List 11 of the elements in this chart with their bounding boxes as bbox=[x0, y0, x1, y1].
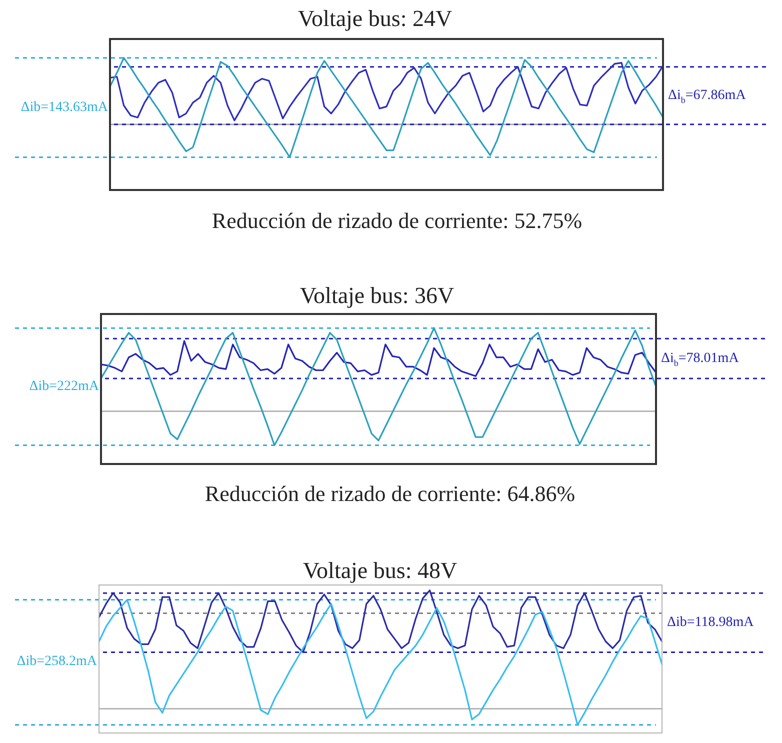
text: Δib=143.63mA bbox=[20, 100, 108, 116]
text: Δi$_{b}$=67.86mA bbox=[668, 88, 746, 106]
chart-title: Voltaje bus: 48V bbox=[302, 558, 458, 584]
text: Reducción de rizado de corriente: 64.86% bbox=[204, 481, 576, 507]
text: Reducción de rizado de corriente: 52.75% bbox=[212, 208, 582, 234]
text: Δib=118.98mA bbox=[667, 614, 754, 631]
chart-title: Voltaje bus: 36V bbox=[300, 283, 454, 309]
text: Δi$_{b}$=78.01mA bbox=[661, 350, 739, 370]
chart-title: Voltaje bus: 24V bbox=[298, 6, 452, 32]
text: Δib=258.2mA bbox=[16, 654, 97, 670]
text: Δib=222mA bbox=[29, 378, 99, 395]
